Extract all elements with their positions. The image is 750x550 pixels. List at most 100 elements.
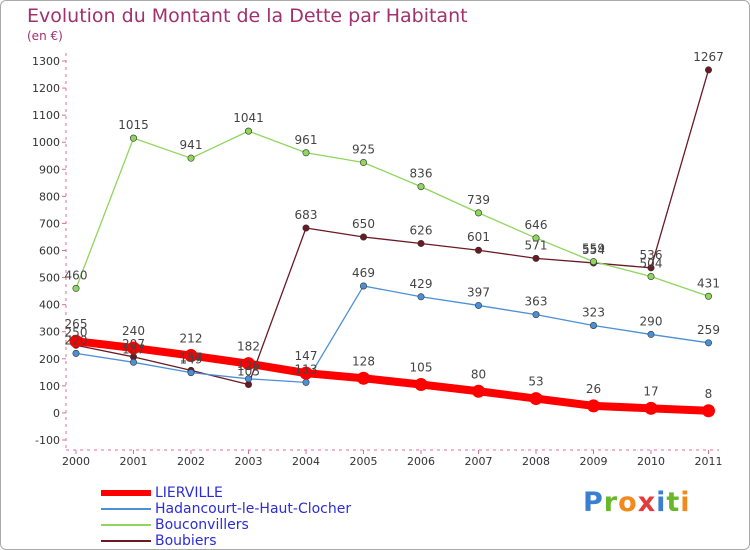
y-axis-unit-label: (en €)	[27, 29, 63, 43]
data-point	[474, 301, 482, 309]
data-label: 397	[467, 285, 490, 299]
data-label: 363	[525, 295, 548, 309]
data-point	[242, 357, 255, 371]
x-tick-label: 2010	[637, 455, 665, 468]
data-label: 126	[237, 359, 260, 373]
data-point	[184, 349, 198, 363]
x-tick-label: 2002	[177, 455, 205, 468]
data-point	[302, 224, 310, 232]
x-tick-label: 2006	[407, 455, 435, 468]
y-tick-label: 300	[39, 326, 60, 339]
data-label: 113	[295, 362, 318, 376]
data-point	[130, 134, 138, 142]
y-tick-label: 0	[53, 407, 60, 420]
data-point	[647, 272, 655, 280]
data-label: 836	[410, 167, 433, 181]
y-tick-label: 400	[39, 299, 60, 312]
data-label: 220	[65, 333, 88, 347]
data-label: 128	[352, 354, 375, 368]
data-point	[472, 384, 485, 398]
y-tick-label: 500	[39, 272, 60, 285]
data-point	[130, 358, 138, 366]
y-tick-label: 1300	[32, 55, 60, 68]
data-label: 250	[65, 325, 88, 339]
data-label: 265	[65, 317, 88, 331]
data-label: 1015	[118, 118, 149, 132]
proxiti-logo: Proxiti	[583, 487, 691, 518]
data-label: 17	[643, 384, 658, 398]
data-label: 147	[295, 349, 318, 363]
legend-label: Boubiers	[155, 533, 217, 549]
legend-label: Hadancourt-le-Haut-Clocher	[155, 501, 352, 517]
data-label: 149	[180, 353, 203, 367]
data-point	[589, 321, 597, 329]
data-label: 1267	[693, 50, 724, 64]
x-tick-label: 2011	[695, 455, 723, 468]
x-tick-label: 2004	[292, 455, 320, 468]
data-label: 739	[467, 193, 490, 207]
data-label: 469	[352, 266, 375, 280]
series-line-hadancourt-le-haut-clocher	[75, 285, 710, 383]
data-label: 53	[528, 375, 543, 389]
series-line-lierville	[72, 337, 713, 415]
series-line-bouconvillers	[75, 130, 710, 297]
data-point	[532, 311, 540, 319]
data-point	[302, 378, 310, 386]
y-tick-label: 600	[39, 245, 60, 258]
data-point	[72, 349, 80, 357]
data-label: 187	[122, 342, 145, 356]
data-label: 571	[525, 238, 548, 252]
data-label: 504	[640, 256, 663, 270]
data-point	[644, 401, 658, 415]
x-tick-label: 2009	[580, 455, 608, 468]
data-point	[702, 404, 715, 418]
legend-swatch	[101, 524, 151, 526]
data-point	[302, 149, 310, 157]
data-label: 212	[180, 332, 203, 346]
data-point	[417, 239, 425, 247]
data-point	[359, 282, 367, 290]
y-tick-label: 800	[39, 190, 60, 203]
data-label: 323	[582, 305, 605, 319]
y-tick-label: 700	[39, 217, 60, 230]
data-label: 26	[586, 382, 601, 396]
data-label: 105	[237, 365, 260, 379]
x-tick-label: 2001	[120, 455, 148, 468]
data-point	[647, 330, 655, 338]
data-point	[529, 392, 543, 406]
data-point	[187, 369, 195, 377]
data-point	[72, 284, 80, 292]
data-label: 431	[697, 276, 720, 290]
data-label: 536	[640, 248, 663, 262]
data-label: 925	[352, 143, 375, 157]
data-label: 626	[410, 223, 433, 237]
data-point	[414, 378, 428, 392]
legend-label: Bouconvillers	[155, 517, 249, 533]
y-tick-label: 100	[39, 380, 60, 393]
legend-swatch	[101, 508, 151, 510]
data-label: 601	[467, 230, 490, 244]
x-tick-label: 2005	[350, 455, 378, 468]
data-point	[127, 341, 140, 355]
data-point	[187, 154, 195, 162]
data-label: 1041	[233, 111, 264, 125]
x-tick-label: 2000	[62, 455, 90, 468]
data-point	[245, 127, 253, 135]
data-label: 554	[582, 243, 605, 257]
data-label: 259	[697, 323, 720, 337]
data-point	[704, 292, 712, 300]
data-label: 290	[640, 314, 663, 328]
data-point	[69, 334, 83, 348]
data-label: 646	[525, 218, 548, 232]
data-point	[704, 66, 712, 74]
data-point	[417, 293, 425, 301]
data-label: 683	[295, 208, 318, 222]
data-label: 961	[295, 133, 318, 147]
data-point	[589, 258, 597, 266]
data-label: 240	[122, 324, 145, 338]
data-point	[299, 366, 313, 380]
series-line-boubiers	[75, 69, 710, 386]
x-tick-label: 2007	[465, 455, 493, 468]
